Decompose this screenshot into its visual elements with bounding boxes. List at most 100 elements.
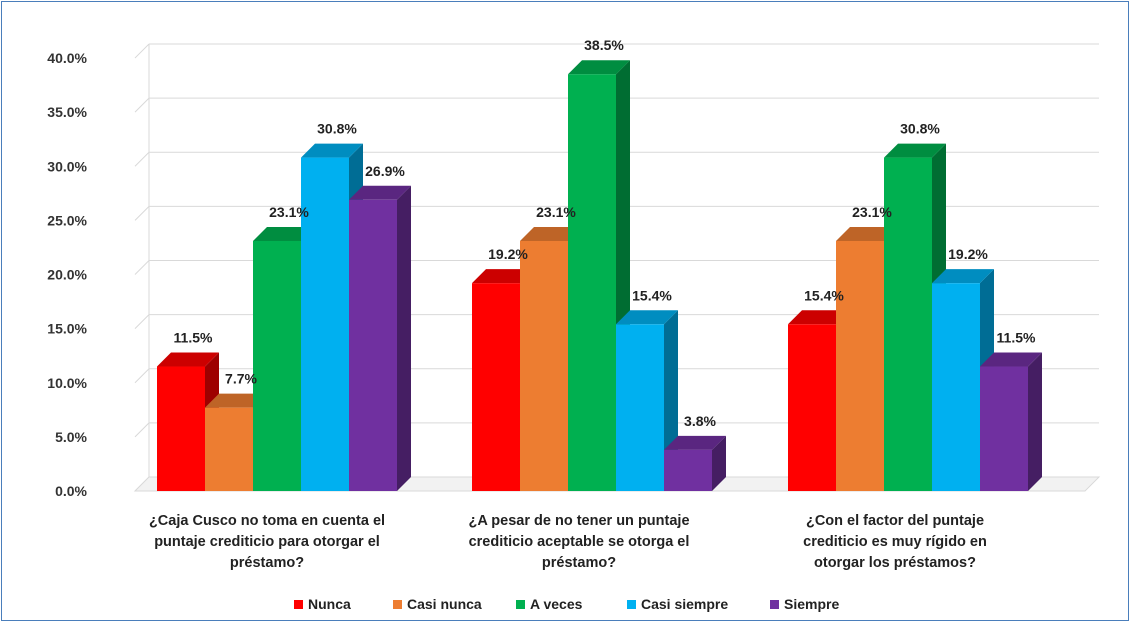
legend-label: Nunca bbox=[308, 596, 351, 612]
y-tick-label: 40.0% bbox=[47, 50, 87, 66]
data-label: 30.8% bbox=[900, 121, 940, 137]
y-tick-label: 15.0% bbox=[47, 321, 87, 337]
bar bbox=[349, 185, 411, 491]
legend-item: Casi siempre bbox=[627, 596, 728, 612]
y-tick-label: 30.0% bbox=[47, 158, 87, 174]
bar-top bbox=[788, 310, 850, 325]
category-label-line: puntaje crediticio para otorgar el bbox=[154, 534, 380, 550]
legend-swatch bbox=[770, 600, 779, 609]
bar-top bbox=[472, 269, 534, 284]
bar-top bbox=[664, 435, 726, 450]
y-tick-label: 35.0% bbox=[47, 104, 87, 120]
y-axis-tick-labels: 0.0% 5.0% 10.0% 15.0% 20.0% 25.0% 30.0% 35.0% 40… bbox=[47, 50, 87, 499]
data-label: 26.9% bbox=[365, 163, 405, 179]
bar-front bbox=[568, 74, 616, 492]
data-label: 38.5% bbox=[584, 37, 624, 53]
bar-top bbox=[205, 393, 267, 408]
gridline-side bbox=[134, 314, 150, 329]
gridline-side bbox=[134, 260, 150, 275]
data-label: 11.5% bbox=[997, 330, 1036, 346]
x-axis-category-labels: ¿Caja Cusco no toma en cuenta el puntaje … bbox=[149, 513, 987, 571]
category-label-line: préstamo? bbox=[542, 555, 616, 571]
legend-label: Casi siempre bbox=[641, 596, 728, 612]
y-tick-label: 20.0% bbox=[47, 267, 87, 283]
bar-top bbox=[836, 226, 898, 241]
bar-top bbox=[301, 143, 363, 158]
legend-swatch bbox=[627, 600, 636, 609]
category-label: ¿Con el factor del puntaje crediticio es … bbox=[803, 513, 987, 571]
legend-swatch bbox=[516, 600, 525, 609]
category-label-line: ¿Caja Cusco no toma en cuenta el bbox=[149, 513, 385, 529]
y-tick-label: 5.0% bbox=[55, 429, 87, 445]
bar-front bbox=[616, 324, 664, 491]
category-label-line: crediticio aceptable se otorga el bbox=[469, 534, 690, 550]
category-label-line: ¿A pesar de no tener un puntaje bbox=[468, 513, 689, 529]
bar-top bbox=[932, 269, 994, 284]
gridline-side bbox=[134, 97, 150, 113]
legend: Nunca Casi nunca A veces Casi siempre Siempr… bbox=[294, 596, 839, 612]
data-label: 23.1% bbox=[536, 204, 576, 220]
bar-side bbox=[712, 435, 726, 491]
legend-item: Nunca bbox=[294, 596, 351, 612]
bar bbox=[664, 435, 726, 491]
legend-label: Casi nunca bbox=[407, 596, 482, 612]
category-label-line: crediticio es muy rígido en bbox=[803, 534, 987, 550]
data-labels: 11.5% 7.7% 23.1% 30.8% 26.9% 19.2% 23.1% 38.5% 1… bbox=[174, 37, 1036, 429]
category-label: ¿Caja Cusco no toma en cuenta el puntaje … bbox=[149, 513, 385, 571]
gridline-side bbox=[134, 151, 150, 167]
bar-top bbox=[980, 352, 1042, 367]
category-label-line: ¿Con el factor del puntaje bbox=[806, 513, 984, 529]
bar-front bbox=[205, 407, 253, 491]
bar-top bbox=[568, 60, 630, 75]
bar-side bbox=[397, 185, 411, 491]
bar-top bbox=[616, 310, 678, 325]
legend-item: Siempre bbox=[770, 596, 839, 612]
bar-front bbox=[664, 449, 712, 491]
bar-top bbox=[253, 226, 315, 241]
bar-front bbox=[349, 199, 397, 491]
legend-swatch bbox=[393, 600, 402, 609]
gridline-side bbox=[134, 43, 150, 59]
bar-top bbox=[349, 185, 411, 200]
y-tick-label: 25.0% bbox=[47, 212, 87, 228]
data-label: 15.4% bbox=[804, 287, 844, 303]
data-label: 7.7% bbox=[225, 371, 257, 387]
bar-front bbox=[472, 283, 520, 491]
legend-swatch bbox=[294, 600, 303, 609]
legend-item: A veces bbox=[516, 596, 583, 612]
bar bbox=[980, 352, 1042, 491]
legend-label: Siempre bbox=[784, 596, 839, 612]
data-label: 19.2% bbox=[948, 246, 988, 262]
bar-front bbox=[520, 240, 568, 491]
bar-side bbox=[1028, 352, 1042, 491]
data-label: 30.8% bbox=[317, 121, 357, 137]
data-label: 3.8% bbox=[684, 413, 716, 429]
gridline-side bbox=[134, 422, 150, 438]
category-label-line: otorgar los préstamos? bbox=[814, 555, 976, 571]
y-tick-label: 0.0% bbox=[55, 483, 87, 499]
legend-item: Casi nunca bbox=[393, 596, 482, 612]
bar-front bbox=[884, 157, 932, 491]
bar-front bbox=[788, 324, 836, 491]
bar-front bbox=[301, 157, 349, 491]
bar-top bbox=[884, 143, 946, 158]
bar-top bbox=[157, 352, 219, 367]
bar-front bbox=[253, 240, 301, 491]
category-label: ¿A pesar de no tener un puntaje creditici… bbox=[468, 513, 689, 571]
data-label: 11.5% bbox=[174, 330, 213, 346]
data-label: 19.2% bbox=[488, 246, 528, 262]
bar-top bbox=[520, 226, 582, 241]
gridline-side bbox=[134, 368, 150, 384]
gridline-side bbox=[134, 206, 150, 221]
data-label: 23.1% bbox=[269, 204, 309, 220]
bar bbox=[568, 60, 630, 492]
data-label: 15.4% bbox=[632, 287, 672, 303]
bar-front bbox=[980, 366, 1028, 491]
bars bbox=[157, 60, 1042, 492]
bar-front bbox=[836, 240, 884, 491]
bar-front bbox=[157, 366, 205, 491]
y-tick-label: 10.0% bbox=[47, 375, 87, 391]
legend-label: A veces bbox=[530, 596, 583, 612]
bar-front bbox=[932, 283, 980, 491]
